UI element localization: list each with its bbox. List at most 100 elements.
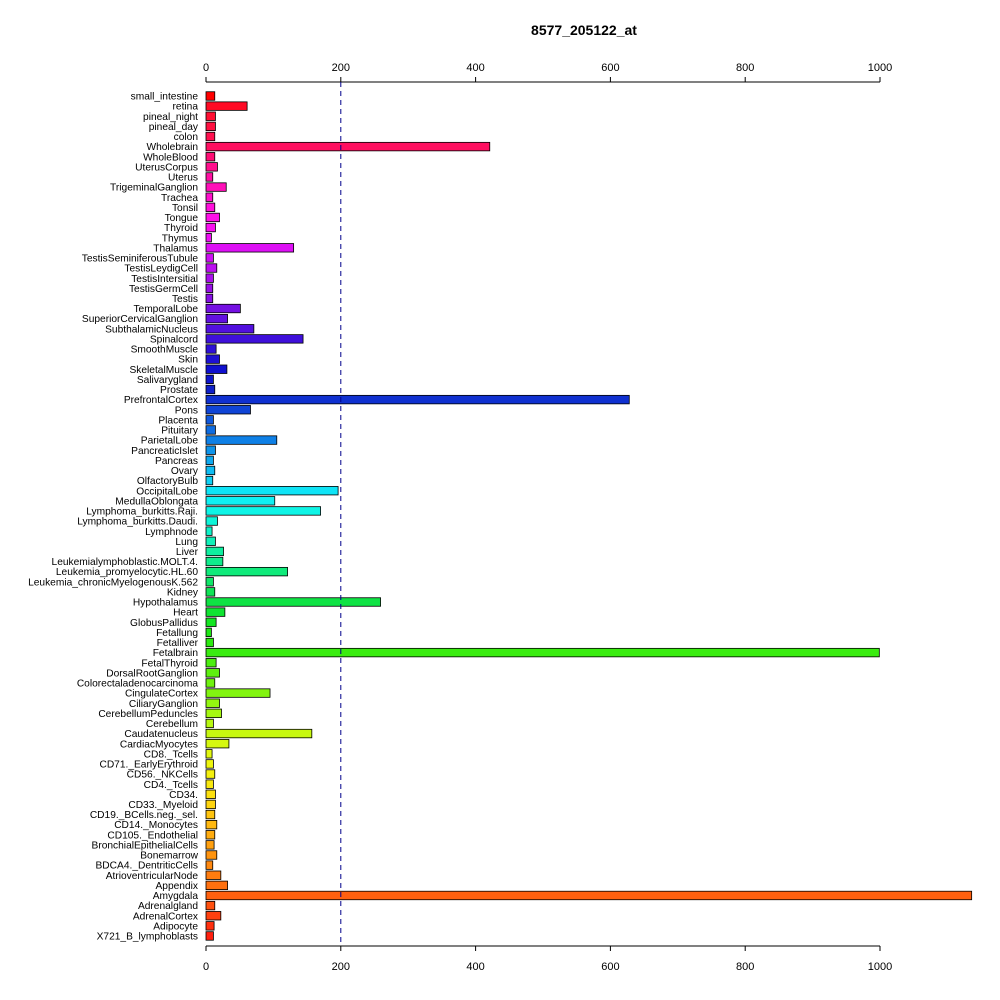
bottom-tick-label: 200 [332,961,350,973]
bar [205,222,216,233]
category-label: Leukemia_chronicMyelogenousK.562 [28,577,198,588]
bar [205,405,251,415]
category-label: CD34. [169,790,198,801]
category-label: CD56._NKCells [127,770,198,781]
bar [205,921,215,931]
bar [205,506,321,516]
category-label: GlobusPallidus [130,618,198,629]
bar [205,627,212,638]
bar [205,303,241,314]
category-label: colon [174,132,198,143]
category-label: SmoothMuscle [131,345,199,356]
bar [205,678,216,688]
category-label: WholeBlood [143,152,198,163]
category-label: Heart [173,608,198,619]
bottom-x-axis: 0 200 400 600 800 1000 [203,945,892,973]
bar [205,668,220,678]
category-label: CD8._Tcells [144,749,198,760]
bar [205,911,222,921]
category-label: Ovary [171,466,199,477]
top-tick-label: 0 [203,62,209,74]
bar [205,374,214,385]
category-label: TestisIntersitial [131,274,198,285]
bar [205,384,216,395]
bar [205,799,216,810]
bar [205,587,216,597]
bar [205,435,278,445]
category-label: TrigeminalGanglion [110,183,198,194]
category-label: UterusCorpus [135,162,198,173]
bar [205,870,222,880]
bar [205,475,214,486]
bar [205,354,220,364]
bar [205,890,973,901]
category-label: Skin [178,355,198,366]
category-label: Lymphoma_burkitts.Raji. [86,507,198,518]
category-label: Uterus [168,173,198,184]
category-label: TemporalLobe [133,304,198,315]
category-label: TestisSeminiferousTubule [82,254,199,265]
bar [205,728,313,739]
category-label: pineal_day [149,122,199,133]
bar [205,739,230,749]
bar [205,263,218,273]
category-label: Pons [175,405,198,416]
bar [205,546,224,557]
bar [205,900,216,911]
category-label: pineal_night [143,112,198,123]
category-label: Pituitary [161,426,199,437]
category-label: CerebellumPeduncles [98,709,198,720]
bar [205,749,213,759]
category-label: Pancreas [155,456,198,467]
bottom-tick-label: 1000 [868,961,892,973]
bar [205,192,214,202]
bar [205,162,218,172]
category-label: X721_B_lymphoblasts [97,932,198,943]
category-label: Testis [172,294,198,305]
bar [205,607,226,617]
bar [205,486,339,496]
bar [205,830,216,840]
bottom-tick-label: 800 [736,961,754,973]
bar [205,202,216,212]
top-tick-label: 400 [466,62,484,74]
category-label: PrefrontalCortex [124,395,198,406]
category-label: small_intestine [131,92,199,103]
category-label: BDCA4._DentriticCells [96,861,198,872]
bar [205,536,216,546]
bar [205,597,381,607]
bar [205,566,288,577]
bar [205,759,214,769]
category-label: Fetallung [156,628,198,639]
bar [205,455,214,465]
bar [205,101,248,111]
category-label: Tongue [165,213,199,224]
bar [205,111,216,121]
bar [205,658,217,668]
bar [205,344,217,354]
category-label: Fetalbrain [153,648,198,659]
bar [205,637,214,648]
top-tick-label: 800 [736,62,754,74]
category-label: OlfactoryBulb [137,476,198,487]
bar [205,91,216,101]
category-label: CD14._Monocytes [114,820,198,831]
bar [205,121,216,132]
bar [205,212,220,223]
bar [205,445,216,455]
bar [205,688,271,698]
bar [205,253,214,263]
category-label: Leukemia_promyelocytic.HL.60 [56,567,198,578]
bar [205,617,217,627]
bar [205,182,227,192]
category-label: Fetalliver [157,638,199,649]
category-label: DorsalRootGanglion [106,668,198,679]
bar [205,233,212,243]
category-label: Thyroid [164,223,198,234]
category-label: Tonsil [172,203,198,214]
bar [205,415,214,425]
category-label: retina [173,102,199,113]
category-label: Leukemialymphoblastic.MOLT.4. [52,557,198,568]
bar [205,860,214,870]
